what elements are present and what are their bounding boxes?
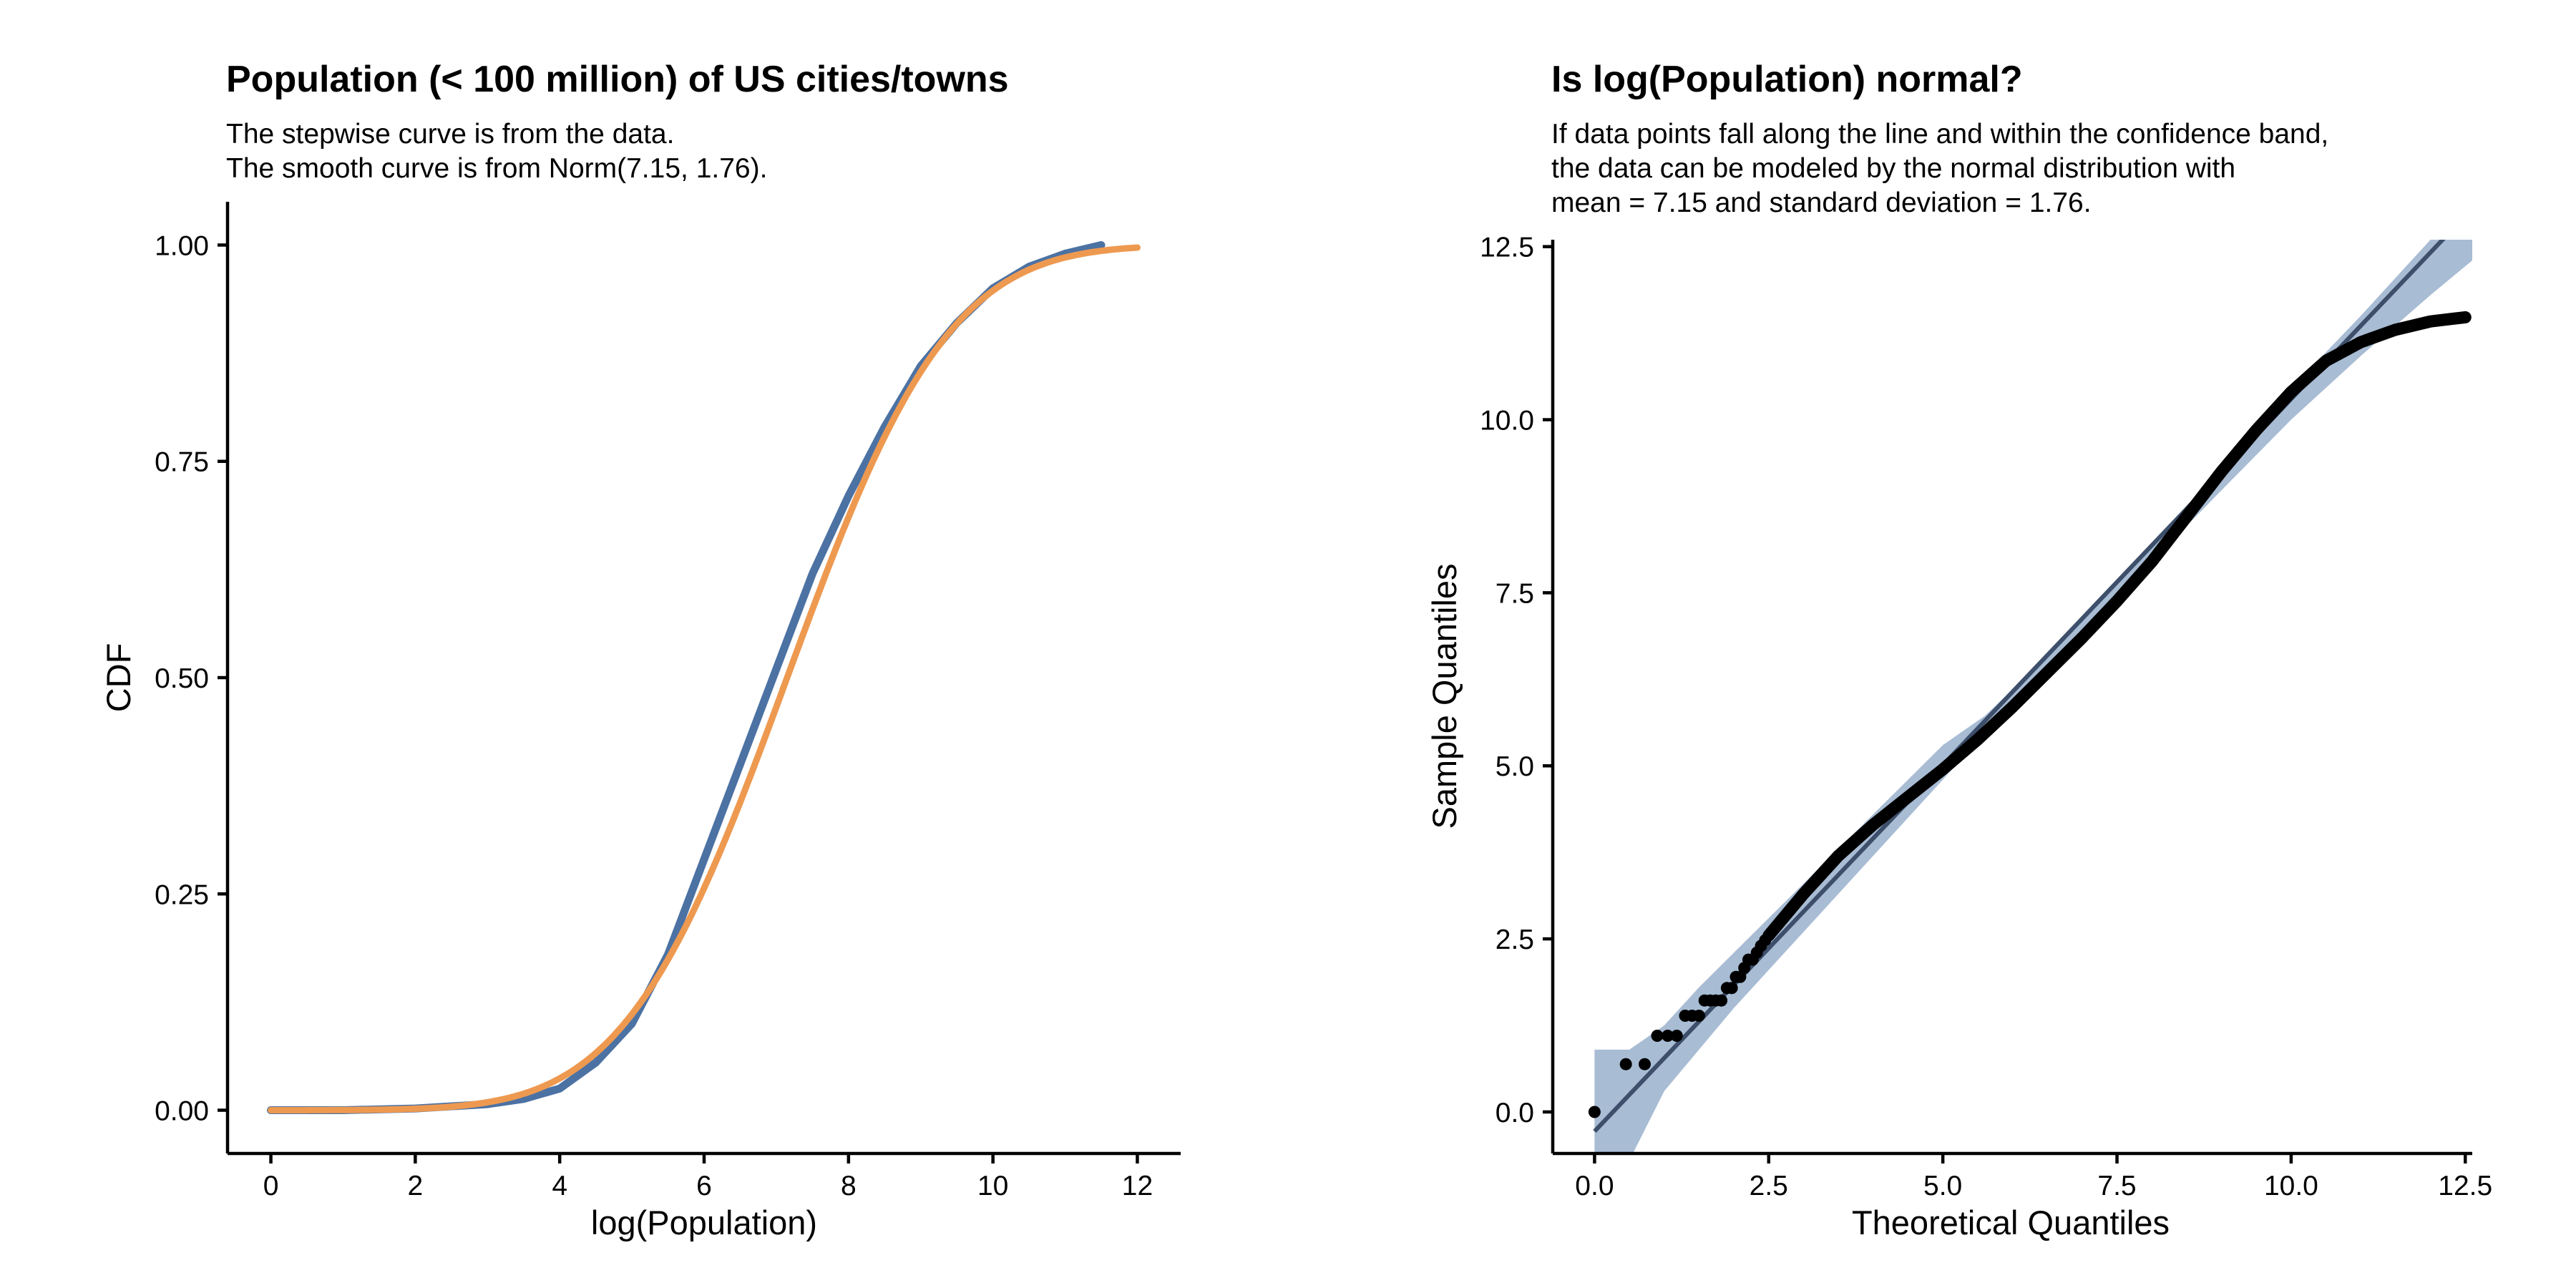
qq-x-tick-label: 10.0 xyxy=(2264,1171,2318,1201)
qq-x-tick-label: 0.0 xyxy=(1575,1171,1614,1201)
cdf-x-tick-label: 2 xyxy=(408,1171,424,1201)
cdf-title: Population (< 100 million) of US cities/… xyxy=(226,59,1009,100)
qq-sample-point xyxy=(1759,934,1772,947)
qq-plot-area xyxy=(1588,240,2472,1153)
qq-sample-point xyxy=(1692,1010,1705,1022)
cdf-ticks: 0 2 4 6 8 10 12 0.00 0.25 0.50 0.75 1.00 xyxy=(155,230,1153,1201)
qq-y-tick-label: 2.5 xyxy=(1496,924,1534,955)
cdf-empirical-curve xyxy=(267,241,1106,1114)
cdf-subtitle-line-2: The smooth curve is from Norm(7.15, 1.76… xyxy=(226,153,767,184)
qq-y-tick-label: 5.0 xyxy=(1496,751,1534,782)
qq-y-tick-label: 10.0 xyxy=(1480,406,1534,436)
qq-sample-point xyxy=(1639,1058,1651,1070)
qq-panel: Is log(Population) normal? If data point… xyxy=(1425,59,2492,1241)
qq-sample-point xyxy=(1651,1030,1664,1042)
qq-y-tick-label: 0.0 xyxy=(1496,1098,1534,1128)
cdf-x-tick-label: 6 xyxy=(696,1171,712,1201)
cdf-y-tick-label: 0.50 xyxy=(155,663,209,694)
qq-sample-point xyxy=(1670,1030,1683,1042)
qq-x-tick-label: 12.5 xyxy=(2438,1171,2492,1201)
qq-y-tick-label: 12.5 xyxy=(1480,233,1534,263)
cdf-subtitle-line-1: The stepwise curve is from the data. xyxy=(226,119,674,150)
qq-sample-point xyxy=(1619,1058,1632,1070)
qq-subtitle-line-3: mean = 7.15 and standard deviation = 1.7… xyxy=(1551,187,2092,218)
cdf-y-axis-label: CDF xyxy=(99,643,137,713)
cdf-x-tick-label: 10 xyxy=(977,1171,1008,1201)
qq-y-axis-label: Sample Quantiles xyxy=(1425,564,1463,829)
qq-x-tick-label: 2.5 xyxy=(1750,1171,1788,1201)
cdf-y-tick-label: 0.00 xyxy=(155,1096,209,1127)
cdf-normal-curve xyxy=(268,244,1141,1113)
qq-sample-points-dense xyxy=(1762,311,2472,942)
cdf-y-tick-label: 0.25 xyxy=(155,879,209,910)
qq-sample-point xyxy=(1715,994,1728,1007)
cdf-x-tick-label: 4 xyxy=(552,1171,567,1201)
qq-y-tick-label: 7.5 xyxy=(1496,578,1534,609)
qq-x-axis-label: Theoretical Quantiles xyxy=(1852,1204,2170,1241)
cdf-x-axis-label: log(Population) xyxy=(591,1204,817,1241)
qq-sample-point xyxy=(1588,1106,1601,1118)
qq-title: Is log(Population) normal? xyxy=(1551,59,2023,100)
qq-x-tick-label: 7.5 xyxy=(2097,1171,2136,1201)
cdf-panel: Population (< 100 million) of US cities/… xyxy=(99,59,1181,1241)
qq-ticks: 0.0 2.5 5.0 7.5 10.0 12.5 0.0 2.5 5.0 7.5 10.0 12.5 xyxy=(1480,233,2492,1201)
cdf-y-tick-label: 1.00 xyxy=(155,230,209,261)
qq-x-tick-label: 5.0 xyxy=(1923,1171,1962,1201)
cdf-plot-area xyxy=(267,241,1141,1114)
qq-subtitle-line-1: If data points fall along the line and w… xyxy=(1551,119,2328,150)
qq-sample-point xyxy=(1662,1030,1674,1042)
cdf-x-tick-label: 12 xyxy=(1122,1171,1153,1201)
cdf-x-tick-label: 8 xyxy=(841,1171,857,1201)
cdf-x-tick-label: 0 xyxy=(263,1171,279,1201)
qq-subtitle-line-2: the data can be modeled by the normal di… xyxy=(1551,153,2235,184)
qq-sample-point xyxy=(1725,982,1738,995)
cdf-y-tick-label: 0.75 xyxy=(155,447,209,478)
